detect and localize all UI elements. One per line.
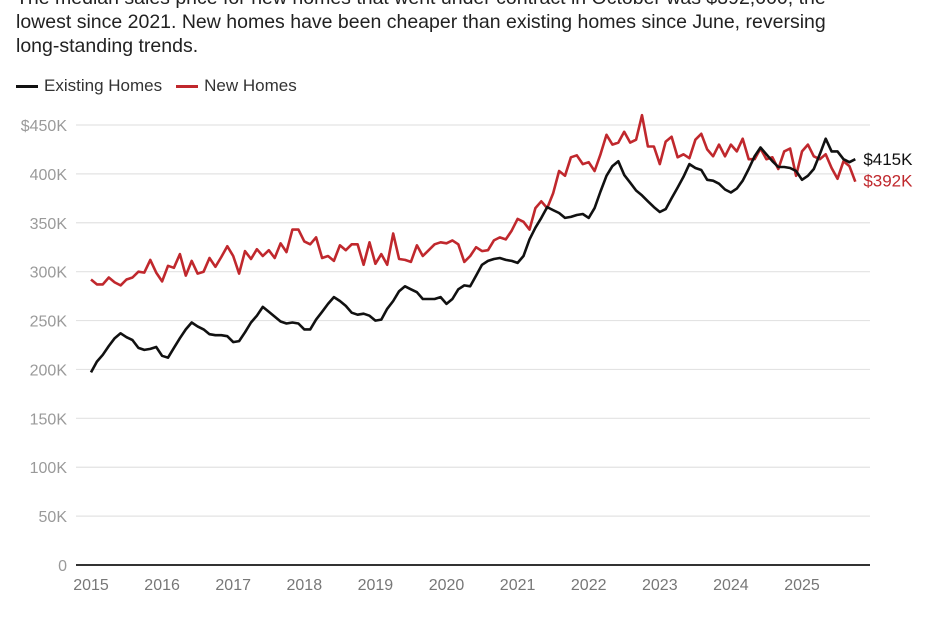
end-label-new: $392K bbox=[863, 172, 913, 191]
legend: Existing Homes New Homes bbox=[16, 76, 297, 96]
y-tick-label: 100K bbox=[30, 460, 68, 477]
description-line-2: lowest since 2021. New homes have been c… bbox=[16, 11, 826, 33]
x-tick-label: 2020 bbox=[429, 577, 465, 594]
description-line-1: The median sales price for new homes tha… bbox=[16, 0, 826, 9]
legend-swatch-new bbox=[176, 84, 199, 88]
series-line-existing-homes bbox=[89, 137, 856, 374]
x-tick-label: 2017 bbox=[215, 577, 251, 594]
end-label-existing: $415K bbox=[863, 150, 913, 169]
y-tick-label: 200K bbox=[30, 362, 68, 379]
series-line-new-homes bbox=[90, 113, 857, 287]
x-tick-label: 2022 bbox=[571, 577, 607, 594]
y-tick-label: $450K bbox=[21, 118, 68, 135]
legend-label-existing: Existing Homes bbox=[44, 76, 163, 95]
x-tick-label: 2023 bbox=[642, 577, 678, 594]
y-tick-label: 350K bbox=[30, 216, 68, 233]
chart-description: The median sales price for new homes tha… bbox=[16, 0, 916, 58]
legend-item-existing: Existing Homes bbox=[16, 76, 162, 96]
y-tick-label: 50K bbox=[39, 509, 68, 526]
y-tick-label: 400K bbox=[30, 167, 68, 184]
legend-swatch-existing bbox=[16, 84, 38, 88]
x-tick-label: 2021 bbox=[500, 577, 536, 594]
y-tick-label: 0 bbox=[58, 558, 67, 575]
x-tick-label: 2019 bbox=[358, 577, 394, 594]
description-line-3: long-standing trends. bbox=[16, 35, 199, 57]
y-tick-label: 300K bbox=[30, 265, 68, 282]
x-tick-label: 2024 bbox=[713, 577, 749, 594]
legend-label-new: New Homes bbox=[204, 76, 297, 95]
x-tick-label: 2016 bbox=[144, 577, 180, 594]
y-tick-label: 250K bbox=[30, 314, 68, 331]
x-tick-label: 2015 bbox=[73, 577, 109, 594]
x-tick-label: 2025 bbox=[784, 577, 820, 594]
y-tick-label: 150K bbox=[30, 411, 68, 428]
x-tick-label: 2018 bbox=[287, 577, 323, 594]
legend-item-new: New Homes bbox=[176, 76, 297, 96]
